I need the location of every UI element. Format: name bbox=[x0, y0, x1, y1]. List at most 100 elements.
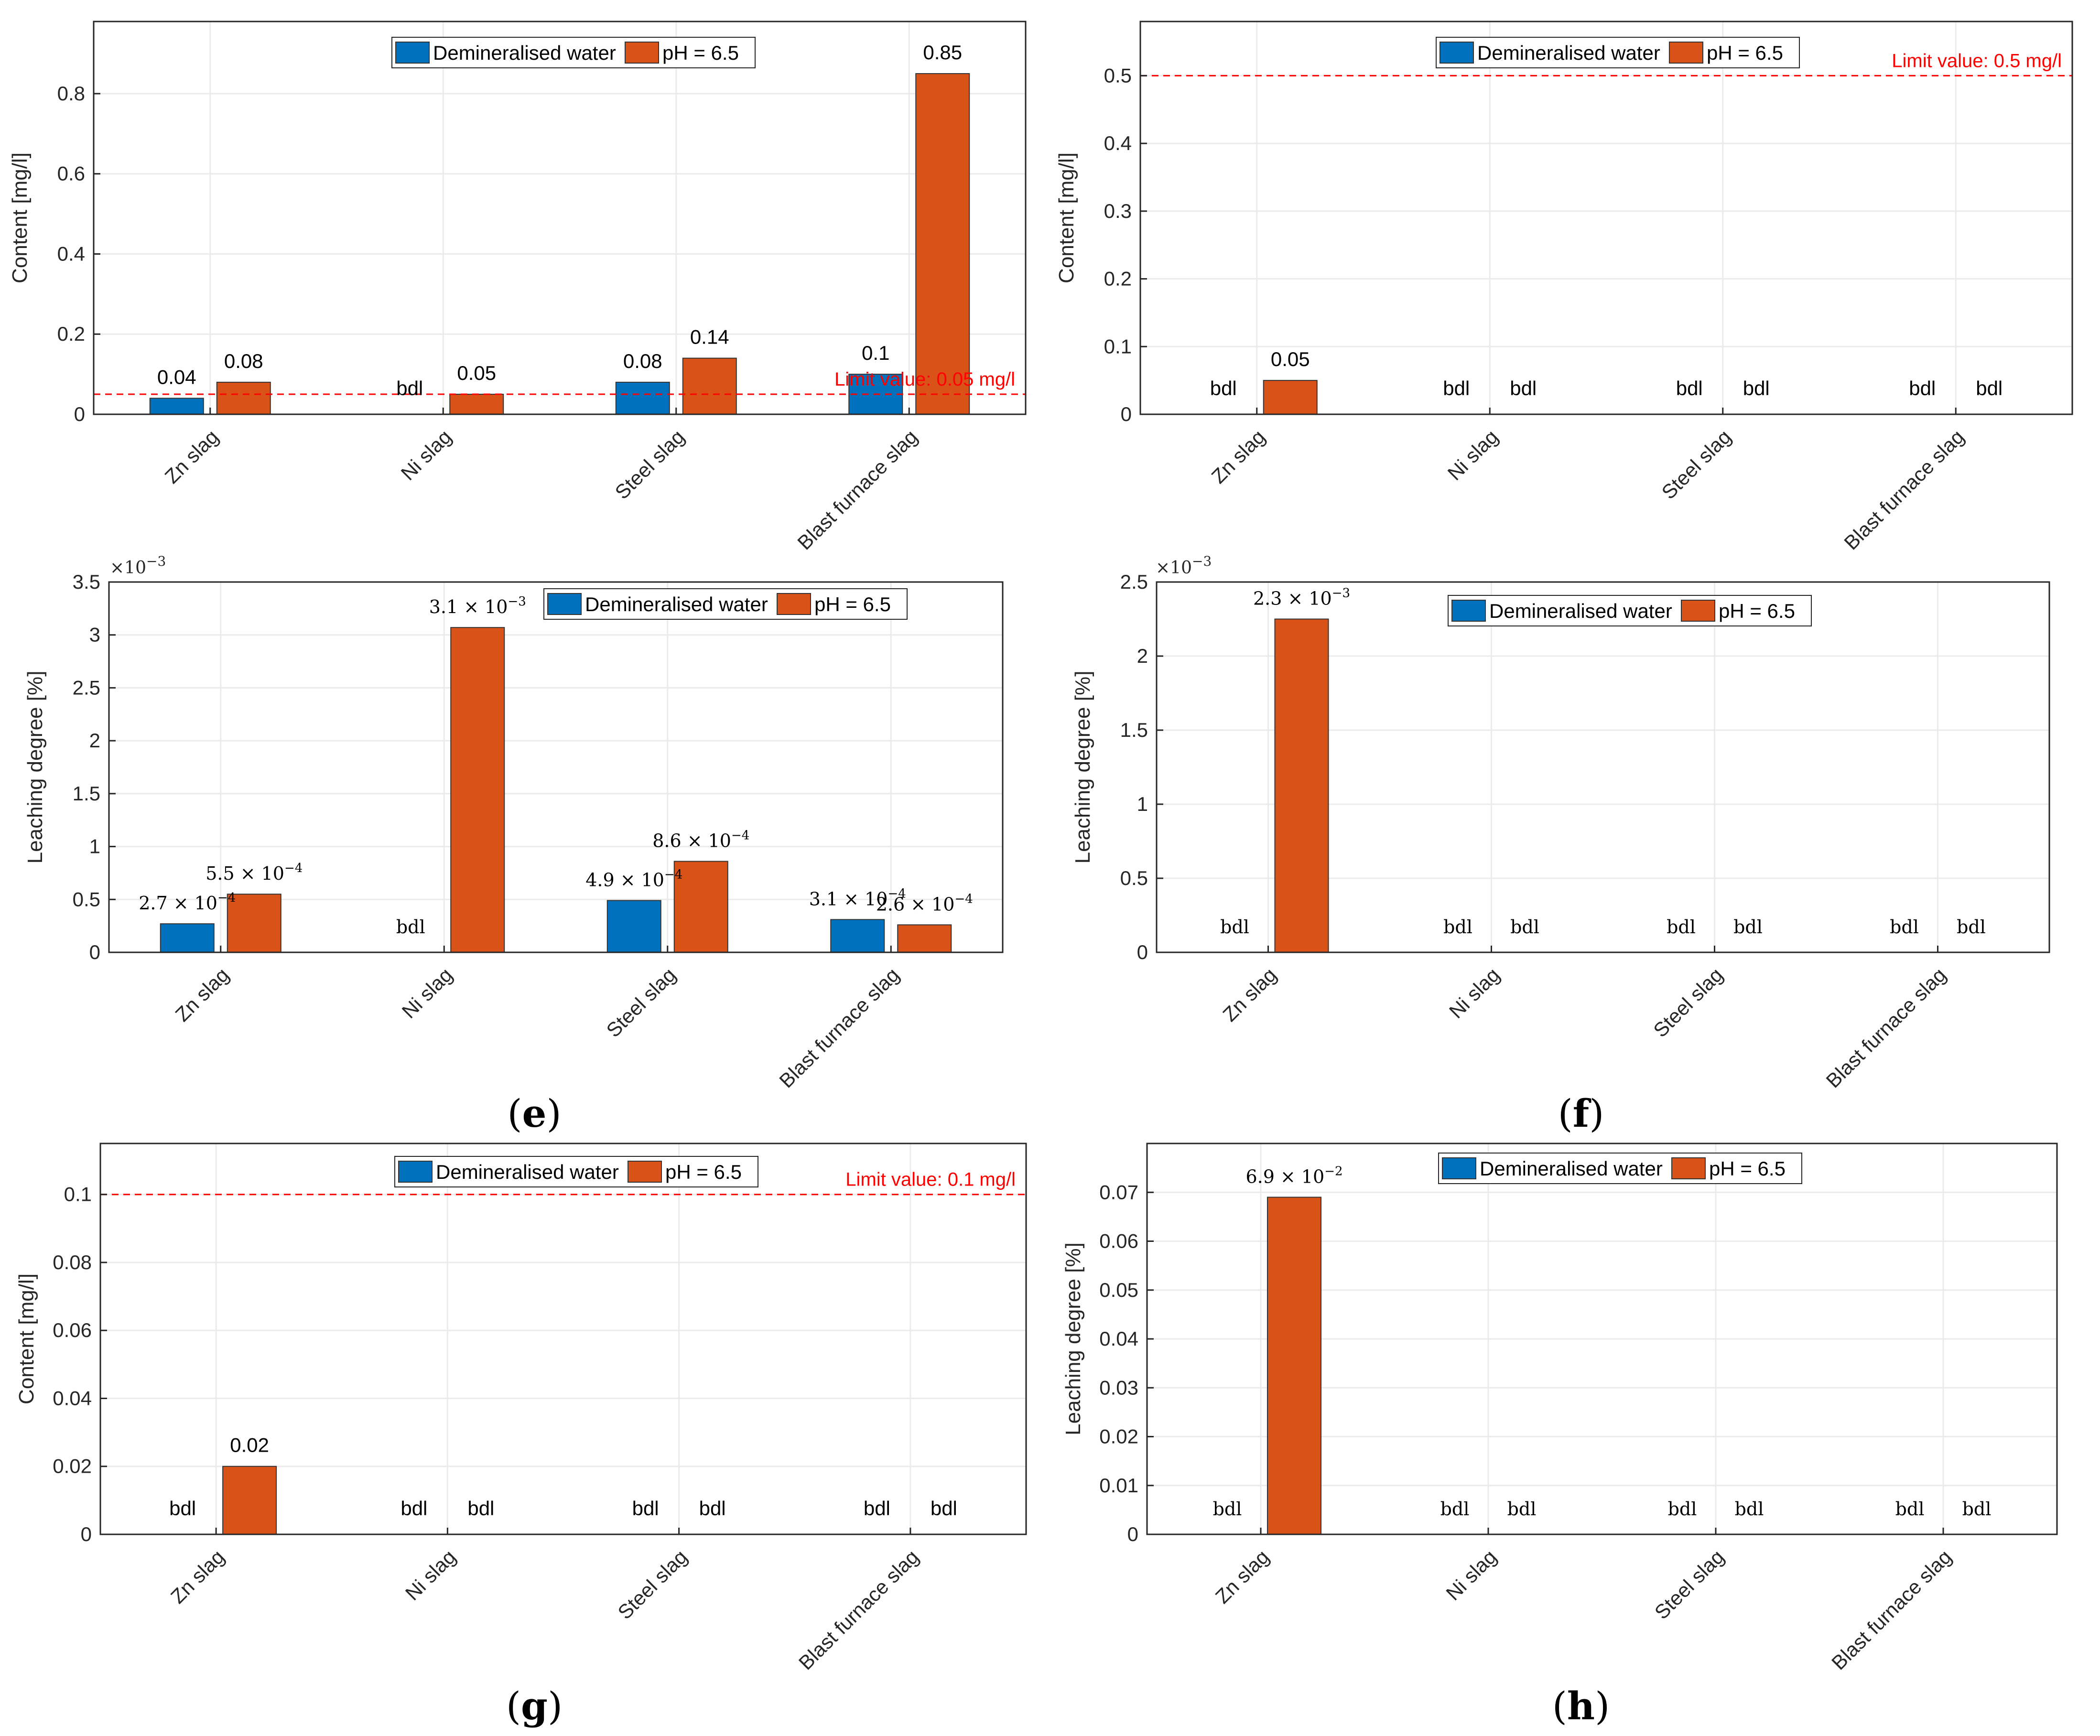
category-label: Ni slag bbox=[1443, 425, 1503, 485]
bar-demin-2 bbox=[606, 900, 661, 953]
chart-h: 0 0.01 0.02 0.03 0.04 0.05 0.06 0.07 Leaching de… bbox=[1061, 1143, 2058, 1674]
data-label: 0.08 bbox=[623, 350, 662, 372]
y-axis-label: Leaching degree [%] bbox=[1071, 671, 1094, 864]
y-tick-label: 0.03 bbox=[1099, 1376, 1138, 1399]
category-label: Zn slag bbox=[1218, 963, 1281, 1026]
y-tick-label: 0.07 bbox=[1099, 1181, 1138, 1203]
y-tick-label: 0.02 bbox=[53, 1455, 92, 1477]
legend-label-ph: pH = 6.5 bbox=[1707, 42, 1783, 64]
data-label: bdl bbox=[1976, 377, 2003, 399]
data-label: bdl bbox=[1510, 377, 1537, 399]
data-label: bdl bbox=[1667, 917, 1696, 938]
data-label: 2.6 × 10−4 bbox=[876, 892, 973, 915]
chart-top-right: Limit value: 0.5 mg/l 0 0.1 0.2 0.3 0.4 0.5 Con… bbox=[1055, 21, 2073, 554]
category-label: Steel slag bbox=[1657, 425, 1735, 504]
data-label: bdl bbox=[632, 1497, 659, 1520]
data-label: 0.85 bbox=[923, 41, 962, 64]
category-label: Blast furnace slag bbox=[793, 425, 921, 554]
data-label: bdl bbox=[699, 1497, 726, 1520]
data-label: 3.1 × 10−4 bbox=[809, 886, 906, 909]
data-label: bdl bbox=[1510, 917, 1539, 938]
y-tick-label: 1 bbox=[89, 835, 100, 858]
category-label: Ni slag bbox=[1445, 963, 1504, 1023]
legend-box bbox=[543, 588, 908, 620]
limit-label: Limit value: 0.05 mg/l bbox=[834, 369, 1015, 390]
data-label: 0.14 bbox=[690, 326, 729, 348]
limit-label: Limit value: 0.1 mg/l bbox=[845, 1169, 1016, 1190]
y-tick-label: 1.5 bbox=[73, 782, 100, 805]
y-tick-label: 1.5 bbox=[1120, 719, 1148, 741]
y-tick-label: 0.8 bbox=[57, 82, 85, 105]
category-label: Zn slag bbox=[171, 963, 233, 1026]
y-tick-label: 2.5 bbox=[1120, 571, 1148, 593]
category-label: Zn slag bbox=[166, 1545, 229, 1608]
data-label: bdl bbox=[1668, 1499, 1697, 1520]
legend-swatch-demin bbox=[1442, 1157, 1476, 1179]
legend-label-ph: pH = 6.5 bbox=[1709, 1157, 1786, 1180]
legend-swatch-ph bbox=[1671, 1157, 1706, 1179]
legend-swatch-demin bbox=[1440, 42, 1474, 64]
data-label: bdl bbox=[1507, 1499, 1537, 1520]
legend-swatch-demin bbox=[398, 1161, 433, 1183]
legend-box bbox=[1448, 595, 1812, 626]
data-label: 4.9 × 10−4 bbox=[585, 868, 682, 891]
y-tick-label: 0 bbox=[74, 403, 85, 425]
y-tick-label: 0 bbox=[89, 941, 100, 963]
bar-ph-0 bbox=[1267, 1197, 1321, 1535]
category-label: Zn slag bbox=[1211, 1545, 1274, 1608]
bar-ph-0 bbox=[222, 1466, 277, 1535]
y-tick-label: 0.2 bbox=[1104, 268, 1132, 290]
data-label: 8.6 × 10−4 bbox=[652, 829, 749, 852]
y-tick-label: 3 bbox=[89, 624, 100, 646]
legend-label-demin: Demineralised water bbox=[1480, 1157, 1663, 1180]
data-label: 5.5 × 10−4 bbox=[206, 861, 303, 884]
bar-ph-0 bbox=[1274, 618, 1329, 953]
axes-box bbox=[99, 1143, 1027, 1535]
bar-ph-0 bbox=[1263, 380, 1318, 415]
category-label: Steel slag bbox=[613, 1545, 692, 1624]
limit-label: Limit value: 0.5 mg/l bbox=[1892, 50, 2062, 71]
axes-box bbox=[1156, 581, 2050, 953]
category-label: Blast furnace slag bbox=[1840, 425, 1968, 554]
data-label: bdl bbox=[931, 1497, 957, 1520]
legend-swatch-ph bbox=[1669, 42, 1703, 64]
legend-box bbox=[1438, 1153, 1802, 1184]
y-tick-label: 0 bbox=[1127, 1523, 1138, 1545]
chart-f: 0 0.5 1 1.5 2 2.5 Leaching degree [%] ×10−3 Zn s… bbox=[1071, 553, 2050, 1092]
data-label: bdl bbox=[1895, 1499, 1925, 1520]
legend-label-ph: pH = 6.5 bbox=[665, 1161, 742, 1183]
y-tick-label: 0.4 bbox=[57, 242, 85, 265]
data-label: 2.7 × 10−4 bbox=[139, 891, 236, 914]
y-tick-label: 0.4 bbox=[1104, 132, 1132, 154]
data-label: bdl bbox=[1220, 917, 1249, 938]
legend-swatch-demin bbox=[395, 42, 430, 64]
data-label: bdl bbox=[1962, 1499, 1992, 1520]
bar-ph-0 bbox=[227, 894, 281, 953]
data-label: 3.1 × 10−3 bbox=[429, 594, 526, 617]
category-label: Blast furnace slag bbox=[794, 1545, 923, 1674]
y-tick-label: 0 bbox=[1121, 403, 1132, 425]
y-tick-label: 0.08 bbox=[53, 1251, 92, 1273]
axes-box bbox=[93, 21, 1027, 415]
bar-demin-0 bbox=[149, 398, 204, 415]
y-tick-label: 0.5 bbox=[1120, 867, 1148, 889]
y-tick-label: 0.04 bbox=[1099, 1327, 1138, 1350]
legend-swatch-ph bbox=[625, 42, 659, 64]
legend-label-demin: Demineralised water bbox=[436, 1161, 619, 1183]
y-tick-label: 0.05 bbox=[1099, 1279, 1138, 1301]
category-label: Ni slag bbox=[398, 963, 457, 1023]
legend-label-ph: pH = 6.5 bbox=[1719, 600, 1795, 622]
bar-ph-2 bbox=[673, 861, 728, 953]
category-label: Blast furnace slag bbox=[1827, 1545, 1956, 1674]
y-tick-label: 0.3 bbox=[1104, 200, 1132, 222]
data-label: bdl bbox=[864, 1497, 890, 1520]
category-label: Blast furnace slag bbox=[775, 963, 903, 1092]
data-label: bdl bbox=[401, 1497, 427, 1520]
legend-box bbox=[394, 1156, 758, 1187]
data-label: 0.1 bbox=[862, 342, 889, 364]
bar-ph-1 bbox=[449, 394, 504, 415]
bar-ph-3 bbox=[897, 924, 952, 953]
data-label: bdl bbox=[1443, 377, 1470, 399]
data-label: bdl bbox=[1957, 917, 1986, 938]
legend-label-demin: Demineralised water bbox=[1489, 600, 1672, 622]
